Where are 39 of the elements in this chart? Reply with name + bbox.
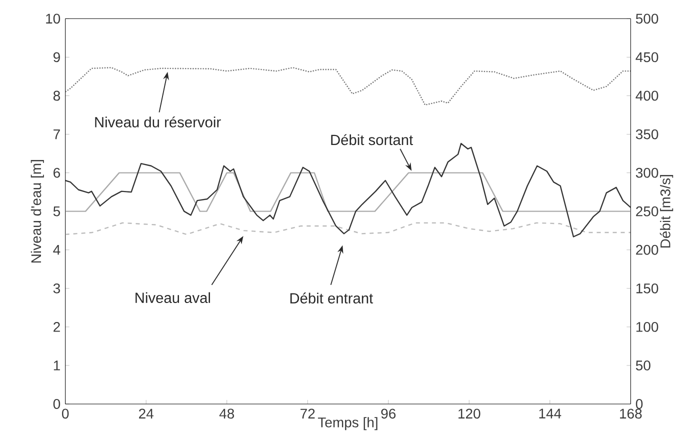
annotation: Niveau aval xyxy=(136,292,210,304)
y2-tick-label: 50 xyxy=(636,360,650,370)
line-series xyxy=(65,67,631,106)
y-tick-label: 3 xyxy=(53,283,60,294)
y-tick-label: 5 xyxy=(53,206,60,216)
y2-tick-label: 500 xyxy=(636,14,658,24)
x-axis-title: Temps [h] xyxy=(318,417,378,430)
y2-tick-label: 400 xyxy=(636,90,658,101)
y-tick-label: 2 xyxy=(54,322,60,332)
y2-axis-title: Débit [m3/s] xyxy=(660,175,674,248)
y2-tick-label: 0 xyxy=(636,399,643,409)
y2-tick-label: 350 xyxy=(636,129,658,140)
y-tick-label: 10 xyxy=(46,14,60,24)
x-tick-label: 144 xyxy=(539,408,562,418)
x-tick-label: 24 xyxy=(139,408,154,418)
y-tick-label: 4 xyxy=(53,245,60,255)
y2-tick-label: 250 xyxy=(636,206,658,216)
x-tick-label: 96 xyxy=(381,408,396,419)
x-tick-label: 0 xyxy=(62,408,69,419)
y-tick-label: 0 xyxy=(53,399,60,409)
x-tick-label: 168 xyxy=(620,408,642,419)
y-tick-label: 7 xyxy=(54,129,60,140)
y-tick-label: 1 xyxy=(54,360,60,370)
line-series xyxy=(65,222,631,236)
x-tick-label: 72 xyxy=(300,408,315,418)
y-tick-label: 8 xyxy=(53,90,60,101)
y-axis-title: Niveau d'eau [m] xyxy=(30,160,44,262)
annotation: Niveau du réservoir xyxy=(95,116,221,128)
annotation: Débit sortant xyxy=(331,134,414,146)
annotation: Débit entrant xyxy=(290,292,374,304)
x-tick-label: 120 xyxy=(458,408,480,419)
y2-tick-label: 450 xyxy=(636,52,658,62)
y2-tick-label: 300 xyxy=(636,168,658,178)
y2-tick-label: 150 xyxy=(636,283,658,294)
y2-tick-label: 100 xyxy=(636,322,658,332)
y-tick-label: 6 xyxy=(54,168,60,178)
x-tick-label: 48 xyxy=(219,408,234,419)
y2-tick-label: 200 xyxy=(636,244,658,255)
y-tick-label: 9 xyxy=(53,52,60,62)
